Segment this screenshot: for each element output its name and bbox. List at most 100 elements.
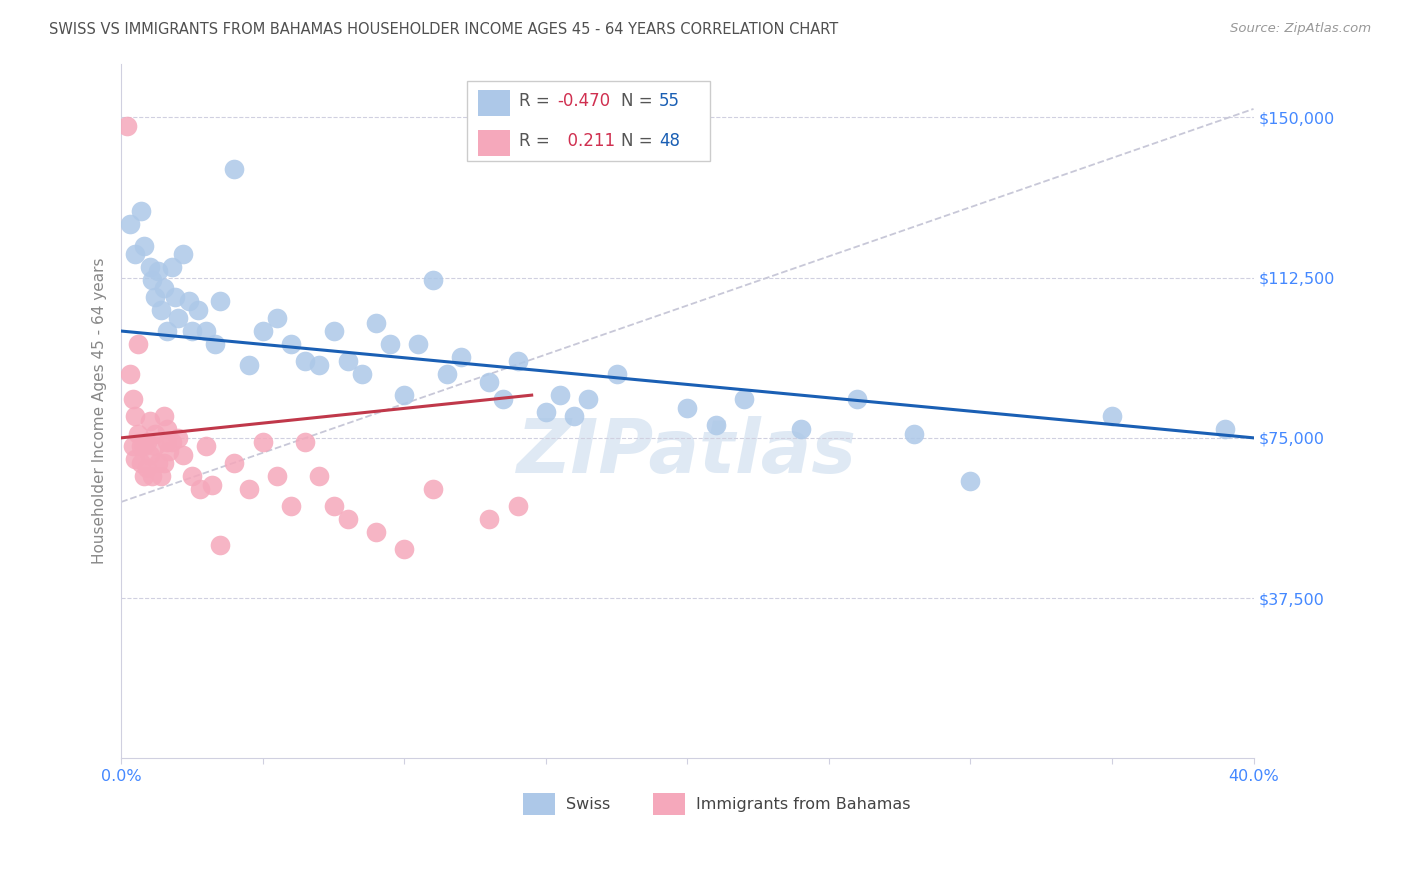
Point (166, 431, 188, 445)
Point (280, 499, 302, 513)
Point (506, 499, 529, 513)
Point (187, 302, 209, 317)
Point (166, 311, 188, 326)
Text: 0.211: 0.211 (557, 132, 616, 150)
Point (238, 482, 260, 496)
Text: ZIPatlas: ZIPatlas (517, 417, 858, 490)
Point (308, 469, 330, 483)
Point (394, 388, 416, 402)
Point (478, 512, 501, 526)
Point (181, 324, 204, 338)
Point (408, 337, 430, 351)
Point (143, 426, 166, 441)
Point (1213, 422, 1236, 436)
Point (149, 469, 172, 483)
Point (135, 460, 157, 475)
Point (195, 439, 218, 453)
Text: N =: N = (620, 132, 658, 150)
Point (224, 457, 246, 471)
Point (336, 354, 359, 368)
Point (280, 337, 302, 351)
Point (118, 367, 141, 381)
Bar (478, 90, 509, 117)
Point (322, 324, 344, 338)
Point (322, 499, 344, 513)
Point (422, 482, 444, 496)
Point (152, 409, 174, 424)
Point (127, 426, 149, 441)
Point (160, 260, 183, 274)
Point (846, 392, 869, 407)
Point (124, 452, 146, 467)
Point (266, 311, 288, 326)
Point (378, 337, 401, 351)
Point (146, 457, 169, 471)
Point (209, 294, 232, 309)
Point (121, 392, 143, 407)
Text: R =: R = (519, 132, 554, 150)
Point (266, 469, 288, 483)
Point (132, 469, 155, 483)
Text: -0.470: -0.470 (557, 92, 610, 111)
Point (141, 469, 163, 483)
Point (252, 324, 274, 338)
Point (146, 264, 169, 278)
Text: Source: ZipAtlas.com: Source: ZipAtlas.com (1230, 22, 1371, 36)
Point (157, 443, 180, 458)
Point (576, 392, 599, 407)
Text: 48: 48 (659, 132, 681, 150)
Point (179, 294, 201, 309)
Point (135, 435, 157, 450)
Point (124, 409, 146, 424)
Point (204, 337, 226, 351)
Point (173, 448, 195, 462)
Point (422, 273, 444, 287)
Point (676, 401, 699, 415)
Point (478, 376, 501, 390)
Text: R =: R = (519, 92, 554, 111)
Point (336, 512, 359, 526)
Point (155, 435, 177, 450)
Point (548, 388, 571, 402)
Point (132, 439, 155, 453)
Point (163, 290, 186, 304)
Point (121, 439, 143, 453)
Point (124, 247, 146, 261)
Point (704, 417, 727, 432)
Point (195, 324, 218, 338)
Point (149, 302, 172, 317)
Point (238, 358, 260, 372)
Point (294, 435, 316, 450)
Text: Immigrants from Bahamas: Immigrants from Bahamas (696, 797, 911, 812)
Point (252, 435, 274, 450)
Text: N =: N = (620, 92, 658, 111)
Point (129, 204, 152, 219)
Point (436, 367, 458, 381)
Point (364, 316, 387, 330)
Point (138, 414, 160, 428)
Text: 55: 55 (659, 92, 681, 111)
Point (173, 247, 195, 261)
Point (350, 367, 373, 381)
Point (789, 422, 811, 436)
Point (534, 405, 557, 419)
Point (364, 524, 387, 539)
Point (143, 290, 166, 304)
Text: SWISS VS IMMIGRANTS FROM BAHAMAS HOUSEHOLDER INCOME AGES 45 - 64 YEARS CORRELATI: SWISS VS IMMIGRANTS FROM BAHAMAS HOUSEHO… (49, 22, 838, 37)
Point (118, 217, 141, 231)
Point (132, 238, 155, 252)
Point (201, 478, 224, 492)
Point (733, 392, 755, 407)
Point (294, 354, 316, 368)
Point (152, 457, 174, 471)
Bar (654, 793, 685, 815)
Point (155, 422, 177, 436)
Y-axis label: Householder Income Ages 45 - 64 years: Householder Income Ages 45 - 64 years (93, 258, 107, 565)
Point (606, 367, 628, 381)
Point (181, 469, 204, 483)
Point (394, 541, 416, 556)
Point (138, 448, 160, 462)
Point (224, 161, 246, 176)
Point (308, 358, 330, 372)
Point (903, 426, 925, 441)
